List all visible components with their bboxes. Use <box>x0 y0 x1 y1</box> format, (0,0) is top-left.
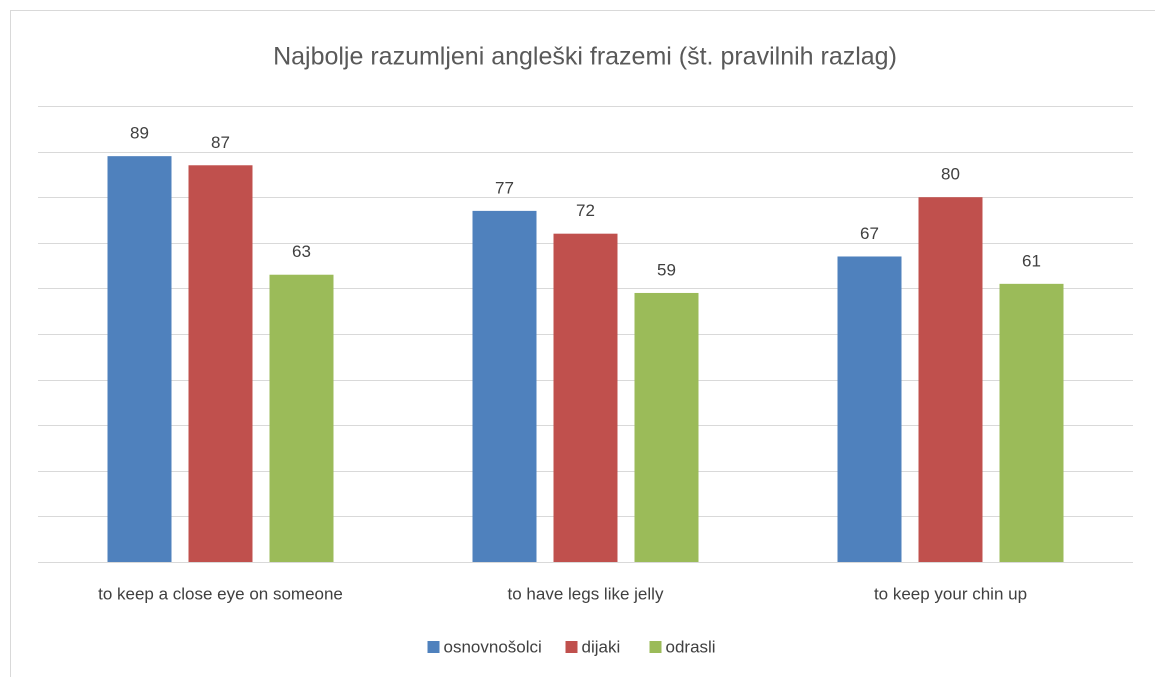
data-label: 72 <box>576 201 595 220</box>
data-label: 63 <box>292 242 311 261</box>
legend-swatch <box>427 641 440 653</box>
data-label: 80 <box>941 165 960 184</box>
bar <box>837 256 902 562</box>
bar <box>472 210 537 562</box>
bar <box>634 292 699 562</box>
bar <box>269 274 334 562</box>
x-tick-label: to keep your chin up <box>874 584 1027 603</box>
legend-label: dijaki <box>582 637 621 656</box>
legend-label: odrasli <box>666 637 716 656</box>
bar <box>107 156 172 562</box>
x-tick-label: to have legs like jelly <box>508 584 664 603</box>
legend-label: osnovnošolci <box>444 637 542 656</box>
chart-title: Najbolje razumljeni angleški frazemi (št… <box>273 43 897 71</box>
legend-swatch <box>565 641 578 653</box>
data-label: 61 <box>1022 251 1041 270</box>
data-label: 67 <box>860 224 879 243</box>
legend-swatch <box>649 641 662 653</box>
bar <box>918 197 983 562</box>
bar <box>999 283 1064 562</box>
data-label: 59 <box>657 260 676 279</box>
data-label: 77 <box>495 178 514 197</box>
bar <box>553 233 618 562</box>
bar <box>188 165 253 562</box>
data-label: 89 <box>130 124 149 143</box>
data-label: 87 <box>211 133 230 152</box>
x-tick-label: to keep a close eye on someone <box>98 584 343 603</box>
